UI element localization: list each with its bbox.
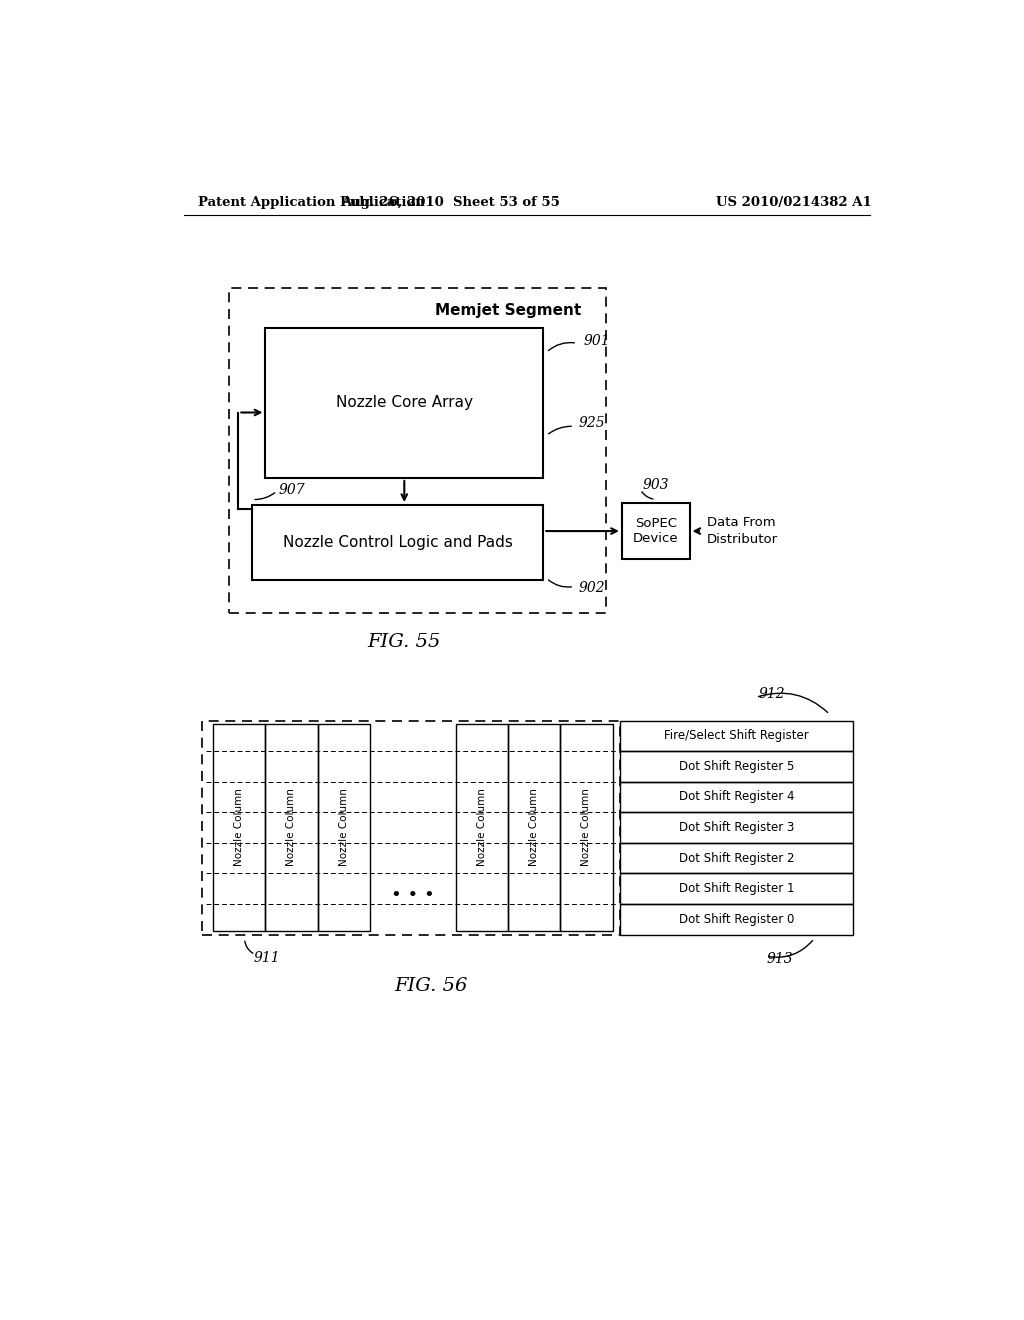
Text: Nozzle Column: Nozzle Column bbox=[582, 788, 592, 866]
Text: 902: 902 bbox=[579, 581, 605, 595]
Text: Nozzle Core Array: Nozzle Core Array bbox=[336, 396, 473, 411]
Text: Dot Shift Register 2: Dot Shift Register 2 bbox=[679, 851, 795, 865]
Text: Patent Application Publication: Patent Application Publication bbox=[199, 195, 425, 209]
Text: 925: 925 bbox=[579, 416, 605, 430]
Text: Data From
Distributor: Data From Distributor bbox=[707, 516, 777, 546]
Text: 913: 913 bbox=[767, 952, 794, 966]
Text: FIG. 56: FIG. 56 bbox=[394, 977, 468, 995]
Text: Dot Shift Register 0: Dot Shift Register 0 bbox=[679, 912, 795, 925]
Text: 903: 903 bbox=[643, 478, 670, 492]
Text: Nozzle Control Logic and Pads: Nozzle Control Logic and Pads bbox=[283, 535, 513, 550]
Text: 901: 901 bbox=[584, 334, 610, 348]
Text: 912: 912 bbox=[759, 688, 785, 701]
Text: • • •: • • • bbox=[391, 886, 434, 903]
Text: FIG. 55: FIG. 55 bbox=[368, 634, 440, 651]
Text: Aug. 26, 2010  Sheet 53 of 55: Aug. 26, 2010 Sheet 53 of 55 bbox=[341, 195, 559, 209]
Text: Nozzle Column: Nozzle Column bbox=[529, 788, 539, 866]
Text: Nozzle Column: Nozzle Column bbox=[234, 788, 244, 866]
Text: Nozzle Column: Nozzle Column bbox=[339, 788, 349, 866]
Text: Fire/Select Shift Register: Fire/Select Shift Register bbox=[665, 729, 809, 742]
Text: SoPEC
Device: SoPEC Device bbox=[633, 517, 679, 545]
Text: Dot Shift Register 1: Dot Shift Register 1 bbox=[679, 882, 795, 895]
Text: Nozzle Column: Nozzle Column bbox=[477, 788, 486, 866]
Text: 907: 907 bbox=[279, 483, 305, 496]
Text: Memjet Segment: Memjet Segment bbox=[435, 304, 581, 318]
Text: Dot Shift Register 5: Dot Shift Register 5 bbox=[679, 760, 795, 774]
Text: Dot Shift Register 3: Dot Shift Register 3 bbox=[679, 821, 795, 834]
Text: US 2010/0214382 A1: US 2010/0214382 A1 bbox=[716, 195, 871, 209]
Text: 911: 911 bbox=[254, 950, 281, 965]
Text: Nozzle Column: Nozzle Column bbox=[287, 788, 297, 866]
Text: Dot Shift Register 4: Dot Shift Register 4 bbox=[679, 791, 795, 804]
